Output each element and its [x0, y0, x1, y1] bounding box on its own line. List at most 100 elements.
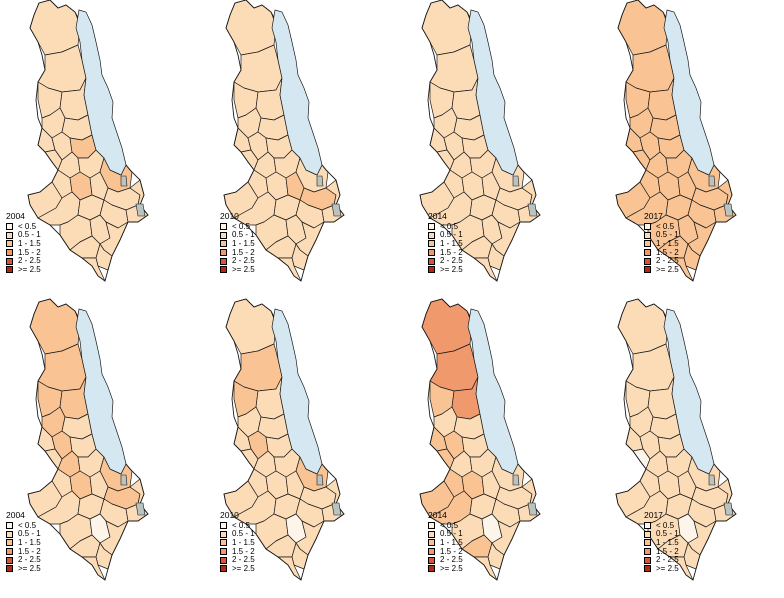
legend-entry: 1.5 - 2	[220, 248, 255, 257]
legend-swatch	[6, 240, 13, 248]
legend-entry: 1 - 1.5	[644, 538, 679, 548]
legend-swatch	[220, 231, 227, 239]
legend-entry: >= 2.5	[644, 265, 679, 274]
legend-entry: 2 - 2.5	[220, 556, 255, 565]
legend-swatch	[220, 530, 227, 538]
legend-label: 0.5 - 1	[232, 529, 255, 539]
legend-swatch	[6, 522, 13, 530]
legend-entry: >= 2.5	[428, 564, 463, 573]
legend-label: 1 - 1.5	[232, 238, 255, 248]
legend-entry: < 0.5	[644, 222, 679, 232]
legend-swatch	[428, 257, 435, 265]
choropleth-map	[27, 298, 149, 581]
legend-swatch	[220, 223, 227, 231]
legend-label: 2 - 2.5	[440, 555, 463, 565]
legend-label: 0.5 - 1	[440, 529, 463, 539]
legend-label: < 0.5	[18, 520, 37, 530]
legend-entry: 1.5 - 2	[220, 547, 255, 556]
small-lake	[708, 474, 716, 486]
district-polygon	[617, 0, 669, 56]
district-polygon	[225, 0, 277, 56]
legend-entry: 2 - 2.5	[428, 257, 463, 266]
choropleth-map	[223, 0, 345, 282]
legend-swatch	[428, 240, 435, 248]
lake-malawi	[75, 308, 127, 475]
legend-swatch	[6, 556, 13, 564]
district-polygon	[617, 298, 669, 355]
small-lake	[527, 502, 538, 516]
legend-entry: < 0.5	[6, 520, 41, 531]
legend-swatch	[644, 565, 651, 573]
legend-entry: 2 - 2.5	[428, 556, 463, 565]
legend-label: 1 - 1.5	[232, 537, 255, 547]
legend-entry: 1.5 - 2	[428, 547, 463, 556]
lake-malawi	[663, 308, 715, 475]
district-polygon	[29, 0, 81, 56]
small-lake	[512, 474, 520, 486]
legend-label: 2 - 2.5	[656, 555, 679, 565]
choropleth-map	[223, 298, 345, 581]
legend-label: < 0.5	[18, 221, 37, 231]
small-lake	[708, 175, 716, 187]
legend-label: < 0.5	[440, 520, 459, 530]
legend-entry: 0.5 - 1	[220, 530, 255, 539]
legend-entry: < 0.5	[6, 221, 41, 232]
lake-malawi	[467, 9, 519, 176]
district-polygon	[421, 0, 473, 56]
small-lake	[331, 502, 342, 516]
small-lake	[135, 502, 146, 516]
legend-label: 0.5 - 1	[18, 230, 41, 240]
legend-swatch	[428, 223, 435, 231]
legend-title-year: 2010	[220, 211, 239, 221]
legend-entry: >= 2.5	[428, 265, 463, 274]
legend-swatch	[6, 548, 13, 556]
legend-label: 2 - 2.5	[656, 256, 679, 266]
legend-entry: 1.5 - 2	[644, 547, 679, 556]
legend-entry: 2 - 2.5	[6, 257, 41, 266]
legend-swatch	[6, 530, 13, 538]
legend-label: 2 - 2.5	[232, 256, 255, 266]
lake-malawi	[271, 308, 323, 475]
legend-label: >= 2.5	[232, 264, 255, 274]
legend-entry: 1 - 1.5	[6, 538, 41, 548]
legend-swatch	[644, 522, 651, 530]
small-lake	[120, 474, 128, 486]
legend-title-year: 2004	[6, 510, 25, 520]
legend-swatch	[6, 249, 13, 257]
district-polygon	[225, 298, 277, 355]
legend-entry: 1 - 1.5	[428, 238, 463, 249]
legend-label: >= 2.5	[440, 563, 463, 573]
legend-label: 1 - 1.5	[440, 537, 463, 547]
legend-title-year: 2004	[6, 211, 25, 221]
legend-swatch	[644, 240, 651, 248]
legend-entry: 2 - 2.5	[644, 257, 679, 266]
legend-label: 1.5 - 2	[440, 247, 463, 257]
legend-swatch	[220, 548, 227, 556]
legend-label: 1 - 1.5	[18, 238, 41, 248]
legend-entry: >= 2.5	[644, 564, 679, 573]
legend-swatch	[428, 266, 435, 274]
legend-entry: 0.5 - 1	[220, 231, 255, 240]
legend-entry: < 0.5	[428, 520, 463, 531]
legend-label: >= 2.5	[440, 264, 463, 274]
legend-entry: 2 - 2.5	[220, 257, 255, 266]
legend-label: >= 2.5	[18, 264, 41, 274]
legend-swatch	[644, 223, 651, 231]
legend-swatch	[644, 249, 651, 257]
legend-swatch	[220, 522, 227, 530]
legend-entry: 0.5 - 1	[644, 231, 679, 240]
legend-entry: 0.5 - 1	[428, 530, 463, 539]
legend-entry: 1 - 1.5	[220, 537, 255, 548]
legend-label: 0.5 - 1	[232, 230, 255, 240]
legend-entry: 1 - 1.5	[6, 238, 41, 249]
legend-label: 0.5 - 1	[656, 529, 679, 539]
legend-label: 1 - 1.5	[440, 238, 463, 248]
